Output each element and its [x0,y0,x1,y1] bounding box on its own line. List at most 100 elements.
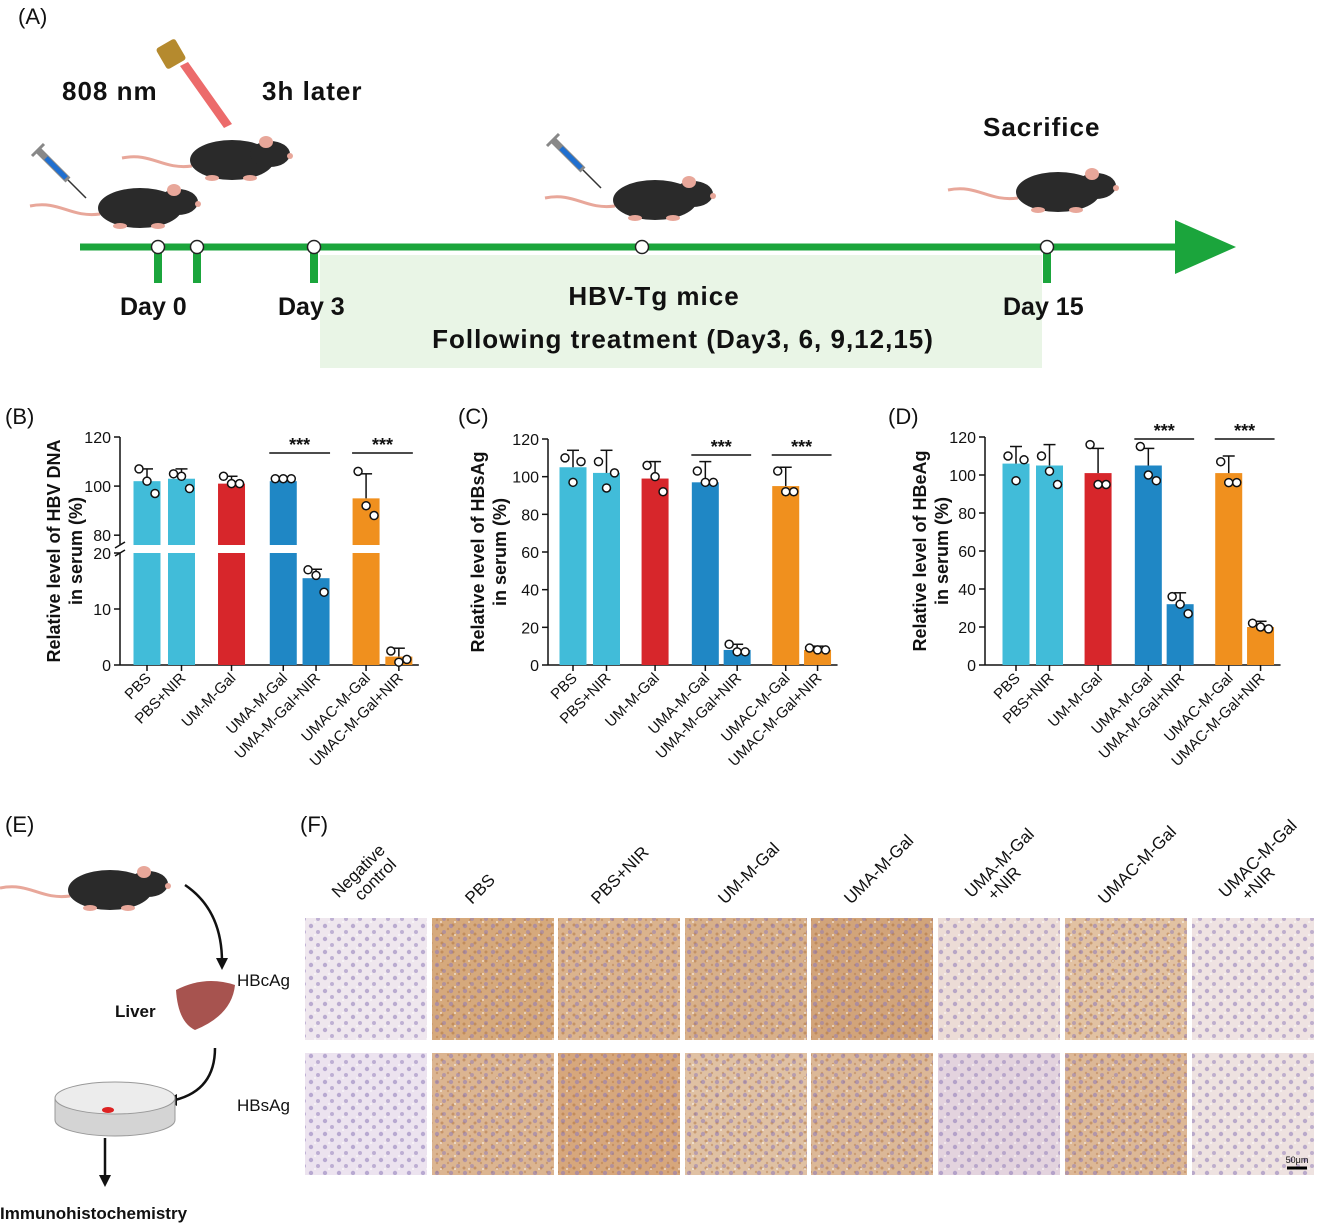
data-point [168,469,179,479]
y-tick-label: 100 [84,479,111,496]
bar [1084,473,1112,665]
panel-f: (F) Negativecontrol PBS PBS+NIR UM-M-Gal UMA… [300,812,1314,1175]
column-label: UM-M-Gal [714,839,783,908]
mouse [28,182,203,231]
y-tick-label: 120 [949,430,976,447]
data-point [1231,477,1242,488]
column-label-line: UM-M-Gal [714,839,783,908]
bar [1002,463,1030,665]
day-stems [154,247,1051,283]
laser-beam [180,62,232,128]
data-point [278,473,289,484]
data-point [601,483,612,493]
data-point [732,647,742,657]
panel-label: (B) [5,404,34,429]
significance-label: *** [1234,421,1255,441]
bar [1134,465,1162,665]
y-tick-label: 40 [521,583,539,600]
arrow-head [99,1175,111,1187]
bar [168,553,195,665]
ihc-cells [558,1053,680,1175]
data-point [1011,475,1021,486]
column-label: PBS [461,870,498,907]
panel-label: (A) [18,4,47,29]
column-label: UMA-M-Gal [840,831,917,908]
significance-label: *** [289,435,310,455]
data-point [1263,624,1274,634]
row-label: HBcAg [237,971,290,990]
y-tick-label: 20 [521,620,539,637]
bar [691,482,719,665]
panel-label: (F) [300,812,328,837]
ihc-cells [305,918,427,1040]
panel-e: (E) HBcAg Liver HBsAg Immunohistochemist… [0,812,290,1223]
timeline-arrow [1175,220,1236,274]
day-label: Day 0 [120,293,187,321]
data-point [812,645,823,655]
y-tick-label: 0 [530,658,539,675]
ihc-cells [685,1053,807,1175]
mice-text: HBV-Tg mice [568,281,739,311]
data-point [1151,475,1162,486]
bar [218,553,246,665]
day-label: Day 15 [1003,293,1084,321]
data-point [804,643,815,653]
bar [1036,465,1063,665]
syringe [547,134,601,188]
data-point [142,476,152,486]
y-axis-label-line: in serum (%) [66,497,86,605]
mouse [946,166,1121,215]
bar [352,553,380,665]
bar [593,472,620,665]
data-point [642,460,652,471]
panel-a: (A) 808 nm 3h later Sacrifice Day 0 Day … [18,4,1236,368]
ihc-cells [558,918,680,1040]
y-tick-label: 100 [512,470,539,487]
ihc-cells [685,918,807,1040]
significance-label: *** [1154,421,1175,441]
data-point [184,483,195,494]
data-point [772,466,783,476]
data-point [402,654,412,665]
y-axis-label: Relative level of HBeAg in serum (%) [910,450,952,651]
method-text: Immunohistochemistry [0,1204,188,1223]
significance-label: *** [372,435,393,455]
arrow [174,1047,217,1102]
data-point [353,466,363,477]
timeline-points [150,239,1055,255]
ihc-cells [432,1053,554,1175]
data-point [820,645,831,655]
y-tick-label: 80 [521,507,539,524]
data-point [658,486,668,497]
data-point [1223,477,1234,488]
data-point [1183,608,1193,619]
scale-text: 50μm [1286,1155,1309,1165]
data-point [218,471,229,482]
data-point [724,639,734,650]
treatment-text: Following treatment (Day3, 6, 9,12,15) [432,324,934,354]
data-point [1143,470,1154,480]
y-tick-label: 0 [102,658,111,675]
column-label: Negativecontrol [328,841,402,915]
data-point [1093,479,1103,490]
y-tick-label: 40 [958,582,976,599]
data-point [1167,591,1177,602]
y-tick-label: 0 [967,658,976,675]
data-point [150,488,160,499]
mouse [120,134,295,183]
treatment-box [320,255,1042,368]
data-point [270,473,281,484]
data-point [1215,456,1226,467]
significance-label: *** [711,437,732,457]
y-tick-label: 120 [84,430,111,447]
data-point [1044,466,1055,476]
day-label: Day 3 [278,293,345,321]
data-point [1019,455,1029,465]
data-point [788,486,799,497]
y-axis-label-line: Relative level of HBsAg [468,451,488,652]
y-axis-label: Relative level of HBV DNA in serum (%) [44,439,86,662]
panel-label: (E) [5,812,34,837]
y-tick-label: 80 [958,506,976,523]
data-point [609,468,620,478]
data-point [593,456,604,467]
